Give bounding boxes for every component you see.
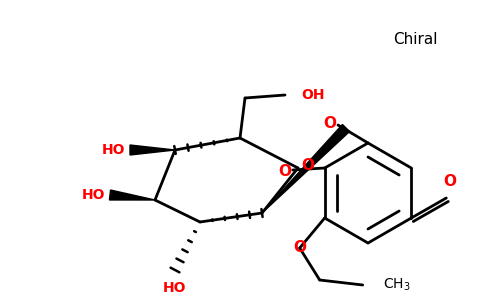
Text: HO: HO — [81, 188, 105, 202]
Text: O: O — [302, 158, 315, 173]
Polygon shape — [109, 190, 155, 200]
Text: O: O — [323, 116, 336, 130]
Text: HO: HO — [163, 281, 187, 295]
Text: O: O — [443, 175, 456, 190]
Text: OH: OH — [301, 88, 324, 102]
Text: HO: HO — [102, 143, 125, 157]
Text: O: O — [293, 241, 306, 256]
Polygon shape — [262, 124, 349, 213]
Polygon shape — [130, 145, 175, 155]
Text: Chiral: Chiral — [393, 32, 437, 47]
Text: O: O — [278, 164, 291, 178]
Text: CH$_3$: CH$_3$ — [383, 277, 410, 293]
